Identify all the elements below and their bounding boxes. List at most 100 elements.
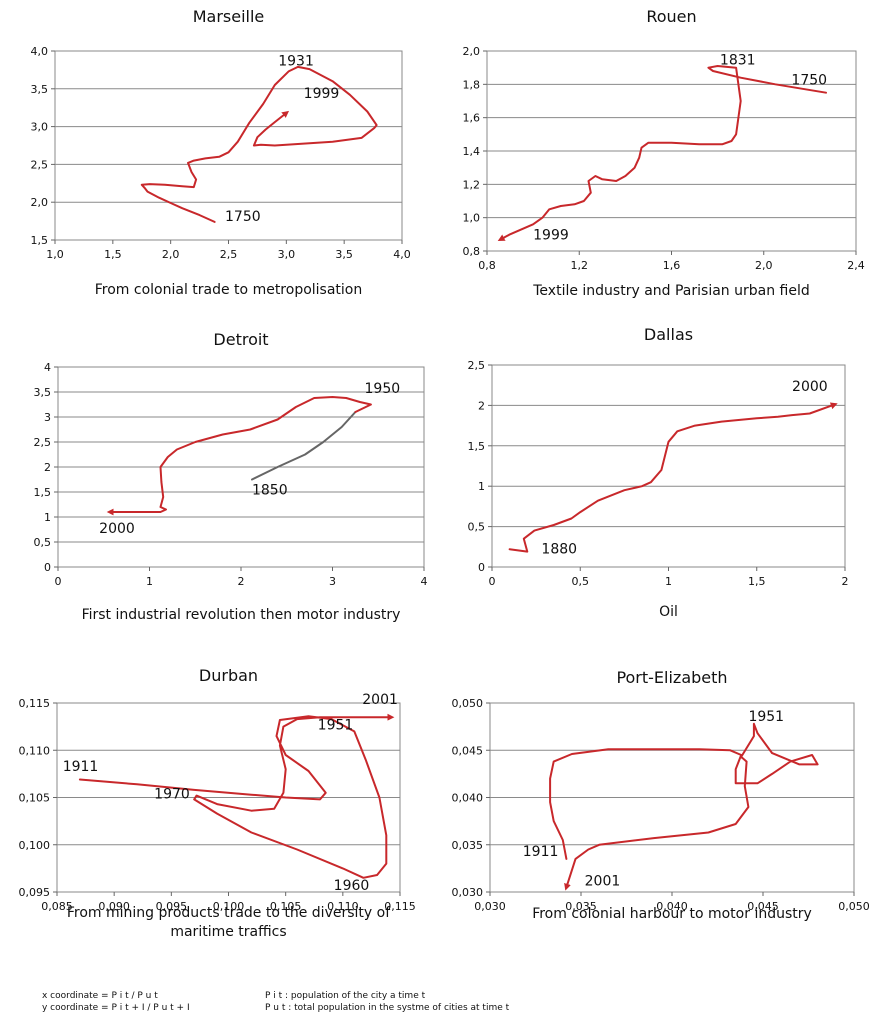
x-tick-label: 1,6 bbox=[663, 259, 681, 272]
year-annotation: 1911 bbox=[63, 759, 99, 775]
x-axis-caption: From colonial trade to metropolisation bbox=[95, 282, 363, 298]
y-tick-label: 1,2 bbox=[463, 178, 481, 191]
x-tick-label: 0 bbox=[55, 575, 62, 588]
x-tick-label: 2,0 bbox=[755, 259, 773, 272]
chart-panel-0: 1,52,02,53,03,54,01,0 1,5 2,0 2,5 3,0 3,5 4,0M… bbox=[31, 7, 411, 298]
y-tick-label: 2,0 bbox=[31, 196, 49, 209]
x-tick-label: 1,5 bbox=[104, 248, 122, 261]
trajectory-line-0 bbox=[140, 65, 378, 223]
y-tick-label: 4,0 bbox=[31, 45, 49, 58]
x-axis-caption: Textile industry and Parisian urban fiel… bbox=[532, 283, 810, 299]
year-annotation: 2000 bbox=[99, 521, 135, 537]
trajectory-line-0 bbox=[78, 713, 395, 879]
y-tick-label: 0,095 bbox=[19, 886, 51, 899]
trajectory-line-0 bbox=[508, 402, 838, 553]
plot-area bbox=[491, 364, 846, 568]
x-tick-label: 1 bbox=[146, 575, 153, 588]
year-annotation: 1999 bbox=[533, 227, 569, 243]
y-tick-label: 2 bbox=[44, 461, 51, 474]
year-annotation: 2000 bbox=[792, 379, 828, 395]
x-axis-caption: First industrial revolution then motor i… bbox=[82, 607, 401, 623]
y-tick-label: 1,5 bbox=[31, 234, 49, 247]
x-tick-label: 1 bbox=[665, 575, 672, 588]
y-tick-label: 1,8 bbox=[463, 78, 481, 91]
chart-title: Port-Elizabeth bbox=[616, 668, 727, 687]
year-annotation: 1911 bbox=[523, 844, 559, 860]
chart-panel-2: 0 0,5 1 1,5 2 2,5 3 3,5 4 0 1 2 3 4 Detroit First indus… bbox=[34, 330, 428, 623]
year-annotation: 1999 bbox=[304, 86, 340, 102]
year-annotation: 1880 bbox=[541, 541, 577, 557]
x-tick-label: 2,0 bbox=[162, 248, 180, 261]
y-tick-label: 0,115 bbox=[19, 697, 51, 710]
y-tick-label: 0,5 bbox=[468, 521, 486, 534]
trajectory-line-0 bbox=[549, 722, 819, 891]
y-tick-label: 3,5 bbox=[31, 83, 49, 96]
year-annotation: 1960 bbox=[334, 878, 370, 894]
y-tick-label: 1 bbox=[478, 480, 485, 493]
footnote-x-coordinate: x coordinate = P i t / P u t bbox=[42, 991, 158, 1001]
y-tick-label: 0,100 bbox=[19, 839, 51, 852]
footnote-put-definition: P u t : total population in the systme o… bbox=[265, 1003, 510, 1013]
chart-title: Marseille bbox=[193, 7, 265, 26]
year-annotation: 1850 bbox=[252, 483, 288, 499]
x-tick-label: 0,115 bbox=[384, 900, 416, 913]
y-tick-label: 3 bbox=[44, 411, 51, 424]
x-tick-label: 0,105 bbox=[270, 900, 302, 913]
year-annotation: 1951 bbox=[748, 709, 784, 725]
x-tick-label: 0,110 bbox=[327, 900, 359, 913]
x-tick-label: 0,050 bbox=[838, 900, 870, 913]
x-tick-label: 0 bbox=[489, 575, 496, 588]
year-annotation: 2001 bbox=[585, 873, 621, 889]
chart-panel-3: 0 0,5 1 1,5 2 2,5 0 0,5 1 1,5 2 Dallas Oil 2000 1880 bbox=[468, 325, 849, 620]
x-axis-caption: maritime traffics bbox=[170, 924, 286, 940]
y-tick-label: 2,5 bbox=[34, 436, 52, 449]
y-tick-label: 0,035 bbox=[452, 839, 484, 852]
x-tick-label: 0,095 bbox=[156, 900, 188, 913]
y-tick-label: 1 bbox=[44, 511, 51, 524]
y-tick-label: 0,5 bbox=[34, 536, 52, 549]
y-tick-label: 1,5 bbox=[468, 440, 486, 453]
y-tick-label: 3,0 bbox=[31, 121, 49, 134]
x-tick-label: 0,8 bbox=[478, 259, 496, 272]
x-axis-caption: Oil bbox=[659, 604, 678, 620]
year-annotation: 1950 bbox=[365, 381, 401, 397]
x-tick-label: 0,035 bbox=[565, 900, 597, 913]
chart-title: Rouen bbox=[646, 7, 696, 26]
y-tick-label: 1,0 bbox=[463, 212, 481, 225]
year-annotation: 1970 bbox=[154, 786, 190, 802]
year-annotation: 1750 bbox=[791, 72, 827, 88]
trajectory-line-1 bbox=[106, 396, 372, 516]
x-tick-label: 3,0 bbox=[278, 248, 296, 261]
x-tick-label: 2,5 bbox=[220, 248, 238, 261]
x-axis-caption: From colonial harbour to motor industry bbox=[532, 906, 812, 922]
y-tick-label: 0,105 bbox=[19, 792, 51, 805]
y-tick-label: 2,5 bbox=[31, 158, 49, 171]
y-tick-label: 0,030 bbox=[452, 886, 484, 899]
y-tick-label: 0,045 bbox=[452, 744, 484, 757]
footnote-pit-definition: P i t : population of the city a time t bbox=[265, 991, 426, 1001]
y-tick-label: 3,5 bbox=[34, 386, 52, 399]
x-tick-label: 3,5 bbox=[335, 248, 353, 261]
y-tick-label: 0,040 bbox=[452, 792, 484, 805]
trajectory-line-0 bbox=[251, 411, 357, 481]
x-tick-label: 0,090 bbox=[98, 900, 130, 913]
x-tick-label: 1,2 bbox=[571, 259, 589, 272]
y-tick-label: 0,110 bbox=[19, 744, 51, 757]
y-tick-label: 1,6 bbox=[463, 112, 481, 125]
y-tick-label: 4 bbox=[44, 361, 51, 374]
x-tick-label: 0,030 bbox=[474, 900, 506, 913]
x-tick-label: 0,5 bbox=[572, 575, 590, 588]
x-tick-label: 2 bbox=[842, 575, 849, 588]
y-tick-label: 0,050 bbox=[452, 697, 484, 710]
chart-panel-5: 0,030 0,035 0,040 0,045 0,050 0,030 0,035 0,040… bbox=[452, 668, 870, 922]
x-tick-label: 4,0 bbox=[393, 248, 411, 261]
chart-title: Dallas bbox=[644, 325, 693, 344]
year-annotation: 2001 bbox=[362, 692, 398, 708]
y-tick-label: 2,5 bbox=[468, 359, 486, 372]
x-tick-label: 0,045 bbox=[747, 900, 779, 913]
y-tick-label: 0,8 bbox=[463, 245, 481, 258]
footnote-y-coordinate: y coordinate = P i t + I / P u t + I bbox=[42, 1003, 190, 1013]
x-tick-label: 0,100 bbox=[213, 900, 245, 913]
x-tick-label: 1,0 bbox=[46, 248, 64, 261]
